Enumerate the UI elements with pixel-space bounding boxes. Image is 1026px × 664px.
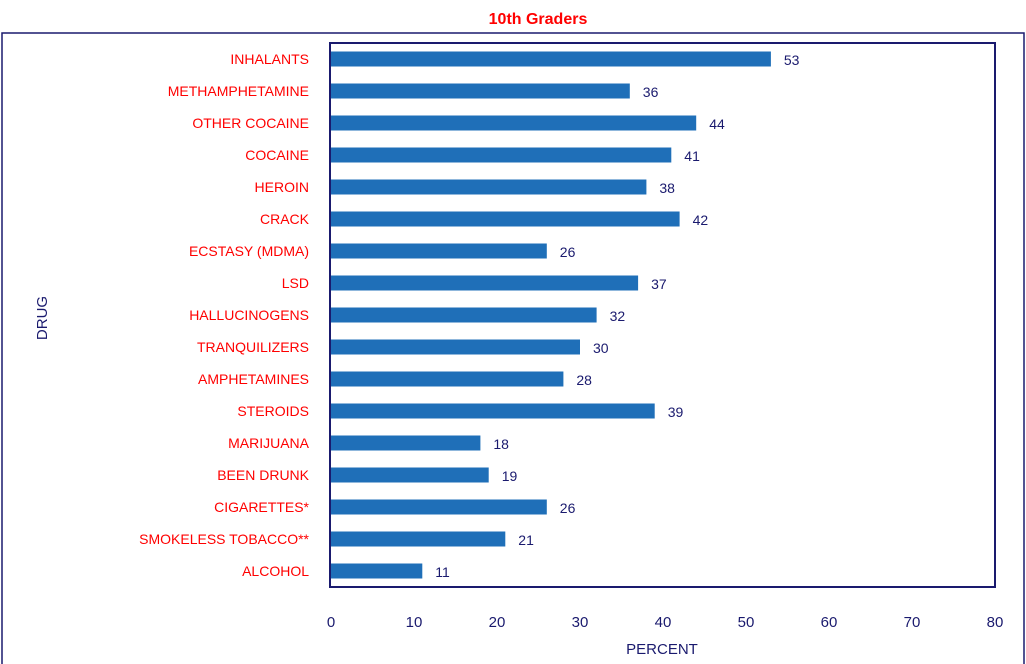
bar (331, 371, 564, 387)
bar (331, 51, 771, 67)
category-label: METHAMPHETAMINE (168, 83, 309, 99)
category-label: HALLUCINOGENS (189, 307, 309, 323)
x-tick-label: 40 (655, 614, 672, 631)
data-label: 36 (643, 84, 659, 100)
x-tick-label: 10 (406, 614, 423, 631)
category-label: LSD (282, 275, 309, 291)
data-label: 38 (659, 180, 675, 196)
category-label: CRACK (260, 211, 310, 227)
data-label: 11 (435, 564, 450, 580)
x-tick-label: 80 (987, 614, 1004, 631)
data-label: 26 (560, 500, 576, 516)
category-label: ALCOHOL (242, 563, 309, 579)
category-label: MARIJUANA (228, 435, 310, 451)
data-label: 42 (693, 212, 709, 228)
category-label: BEEN DRUNK (217, 467, 309, 483)
data-label: 30 (593, 340, 609, 356)
bar (331, 83, 630, 99)
x-axis-ticks: 0 10 20 30 40 50 60 70 80 (327, 614, 1004, 631)
x-tick-label: 0 (327, 614, 335, 631)
x-tick-label: 70 (904, 614, 921, 631)
data-label: 28 (576, 372, 592, 388)
data-label: 18 (493, 436, 509, 452)
x-tick-label: 20 (489, 614, 506, 631)
category-label: OTHER COCAINE (192, 115, 309, 131)
category-label: COCAINE (245, 147, 309, 163)
data-label: 41 (684, 148, 700, 164)
bar (331, 467, 489, 483)
bar (331, 179, 647, 195)
data-label: 19 (502, 468, 518, 484)
category-label: HEROIN (255, 179, 309, 195)
data-label: 39 (668, 404, 684, 420)
category-label: AMPHETAMINES (198, 371, 309, 387)
bar (331, 275, 639, 291)
bar (331, 243, 547, 259)
bar (331, 339, 580, 355)
category-labels: INHALANTS METHAMPHETAMINE OTHER COCAINE COC… (139, 51, 310, 579)
x-tick-label: 60 (821, 614, 838, 631)
data-label: 37 (651, 276, 667, 292)
x-tick-label: 50 (738, 614, 755, 631)
bar (331, 115, 697, 131)
bar (331, 307, 597, 323)
category-label: STEROIDS (237, 403, 309, 419)
bar (331, 499, 547, 515)
category-label: CIGARETTES* (214, 499, 309, 515)
data-label: 44 (709, 116, 725, 132)
x-axis-title: PERCENT (626, 641, 698, 658)
plot-area (329, 42, 996, 588)
bar (331, 403, 655, 419)
chart-border (1, 32, 1025, 664)
category-label: ECSTASY (MDMA) (189, 243, 309, 259)
category-label: INHALANTS (230, 51, 309, 67)
chart-title: 10th Graders (489, 11, 588, 28)
bars-group (331, 51, 771, 579)
y-axis-title: DRUG (34, 296, 51, 340)
category-label: SMOKELESS TOBACCO** (139, 531, 309, 547)
data-label: 26 (560, 244, 576, 260)
data-label: 53 (784, 52, 800, 68)
category-label: TRANQUILIZERS (197, 339, 309, 355)
bar (331, 531, 506, 547)
x-tick-label: 30 (572, 614, 589, 631)
data-label: 32 (610, 308, 626, 324)
bar (331, 147, 672, 163)
data-label: 21 (518, 532, 534, 548)
bar (331, 211, 680, 227)
bar (331, 435, 481, 451)
bar (331, 563, 423, 579)
